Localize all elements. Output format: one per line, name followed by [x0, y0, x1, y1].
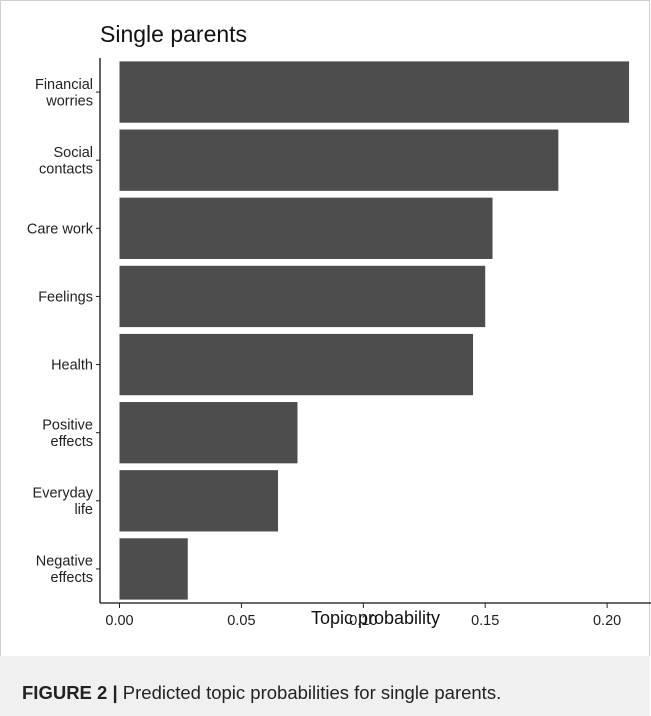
bar-4: [119, 265, 486, 328]
bar-8: [119, 538, 188, 600]
bar-5: [119, 333, 474, 396]
caption-label: FIGURE 2 |: [22, 682, 118, 703]
y-tick-label-2: Social contacts: [39, 145, 93, 178]
bar-chart: Single parents Financial worries Social cont…: [27, 21, 651, 629]
bar-1: [119, 61, 630, 123]
caption-text: Predicted topic probabilities for single…: [117, 682, 502, 703]
y-tick-label-1: Financial worries: [35, 77, 93, 110]
x-tick-label-2: 0.05: [227, 613, 255, 629]
y-tick-label-7: Everyday life: [33, 486, 94, 519]
y-tick-label-3: Care work: [27, 221, 94, 237]
y-tick-label-6: Positive effects: [42, 417, 93, 450]
x-tick-label-1: 0.00: [105, 613, 133, 629]
x-tick-label-3: 0.10: [349, 613, 377, 629]
y-tick-label-4: Feelings: [38, 289, 93, 305]
x-axis-label: Topic probability: [311, 608, 440, 628]
bar-3: [119, 197, 493, 259]
y-tick-label-5: Health: [51, 358, 93, 374]
y-tick-label-8: Negative effects: [36, 554, 93, 587]
bar-7: [119, 470, 278, 532]
caption-bar: FIGURE 2 | Predicted topic probabilities…: [0, 656, 650, 716]
bar-6: [119, 402, 298, 464]
x-tick-label-4: 0.15: [471, 613, 499, 629]
x-tick-label-5: 0.20: [593, 613, 621, 629]
bar-2: [119, 129, 559, 191]
chart-title: Single parents: [100, 21, 247, 47]
figure-caption: FIGURE 2 | Predicted topic probabilities…: [22, 682, 501, 704]
